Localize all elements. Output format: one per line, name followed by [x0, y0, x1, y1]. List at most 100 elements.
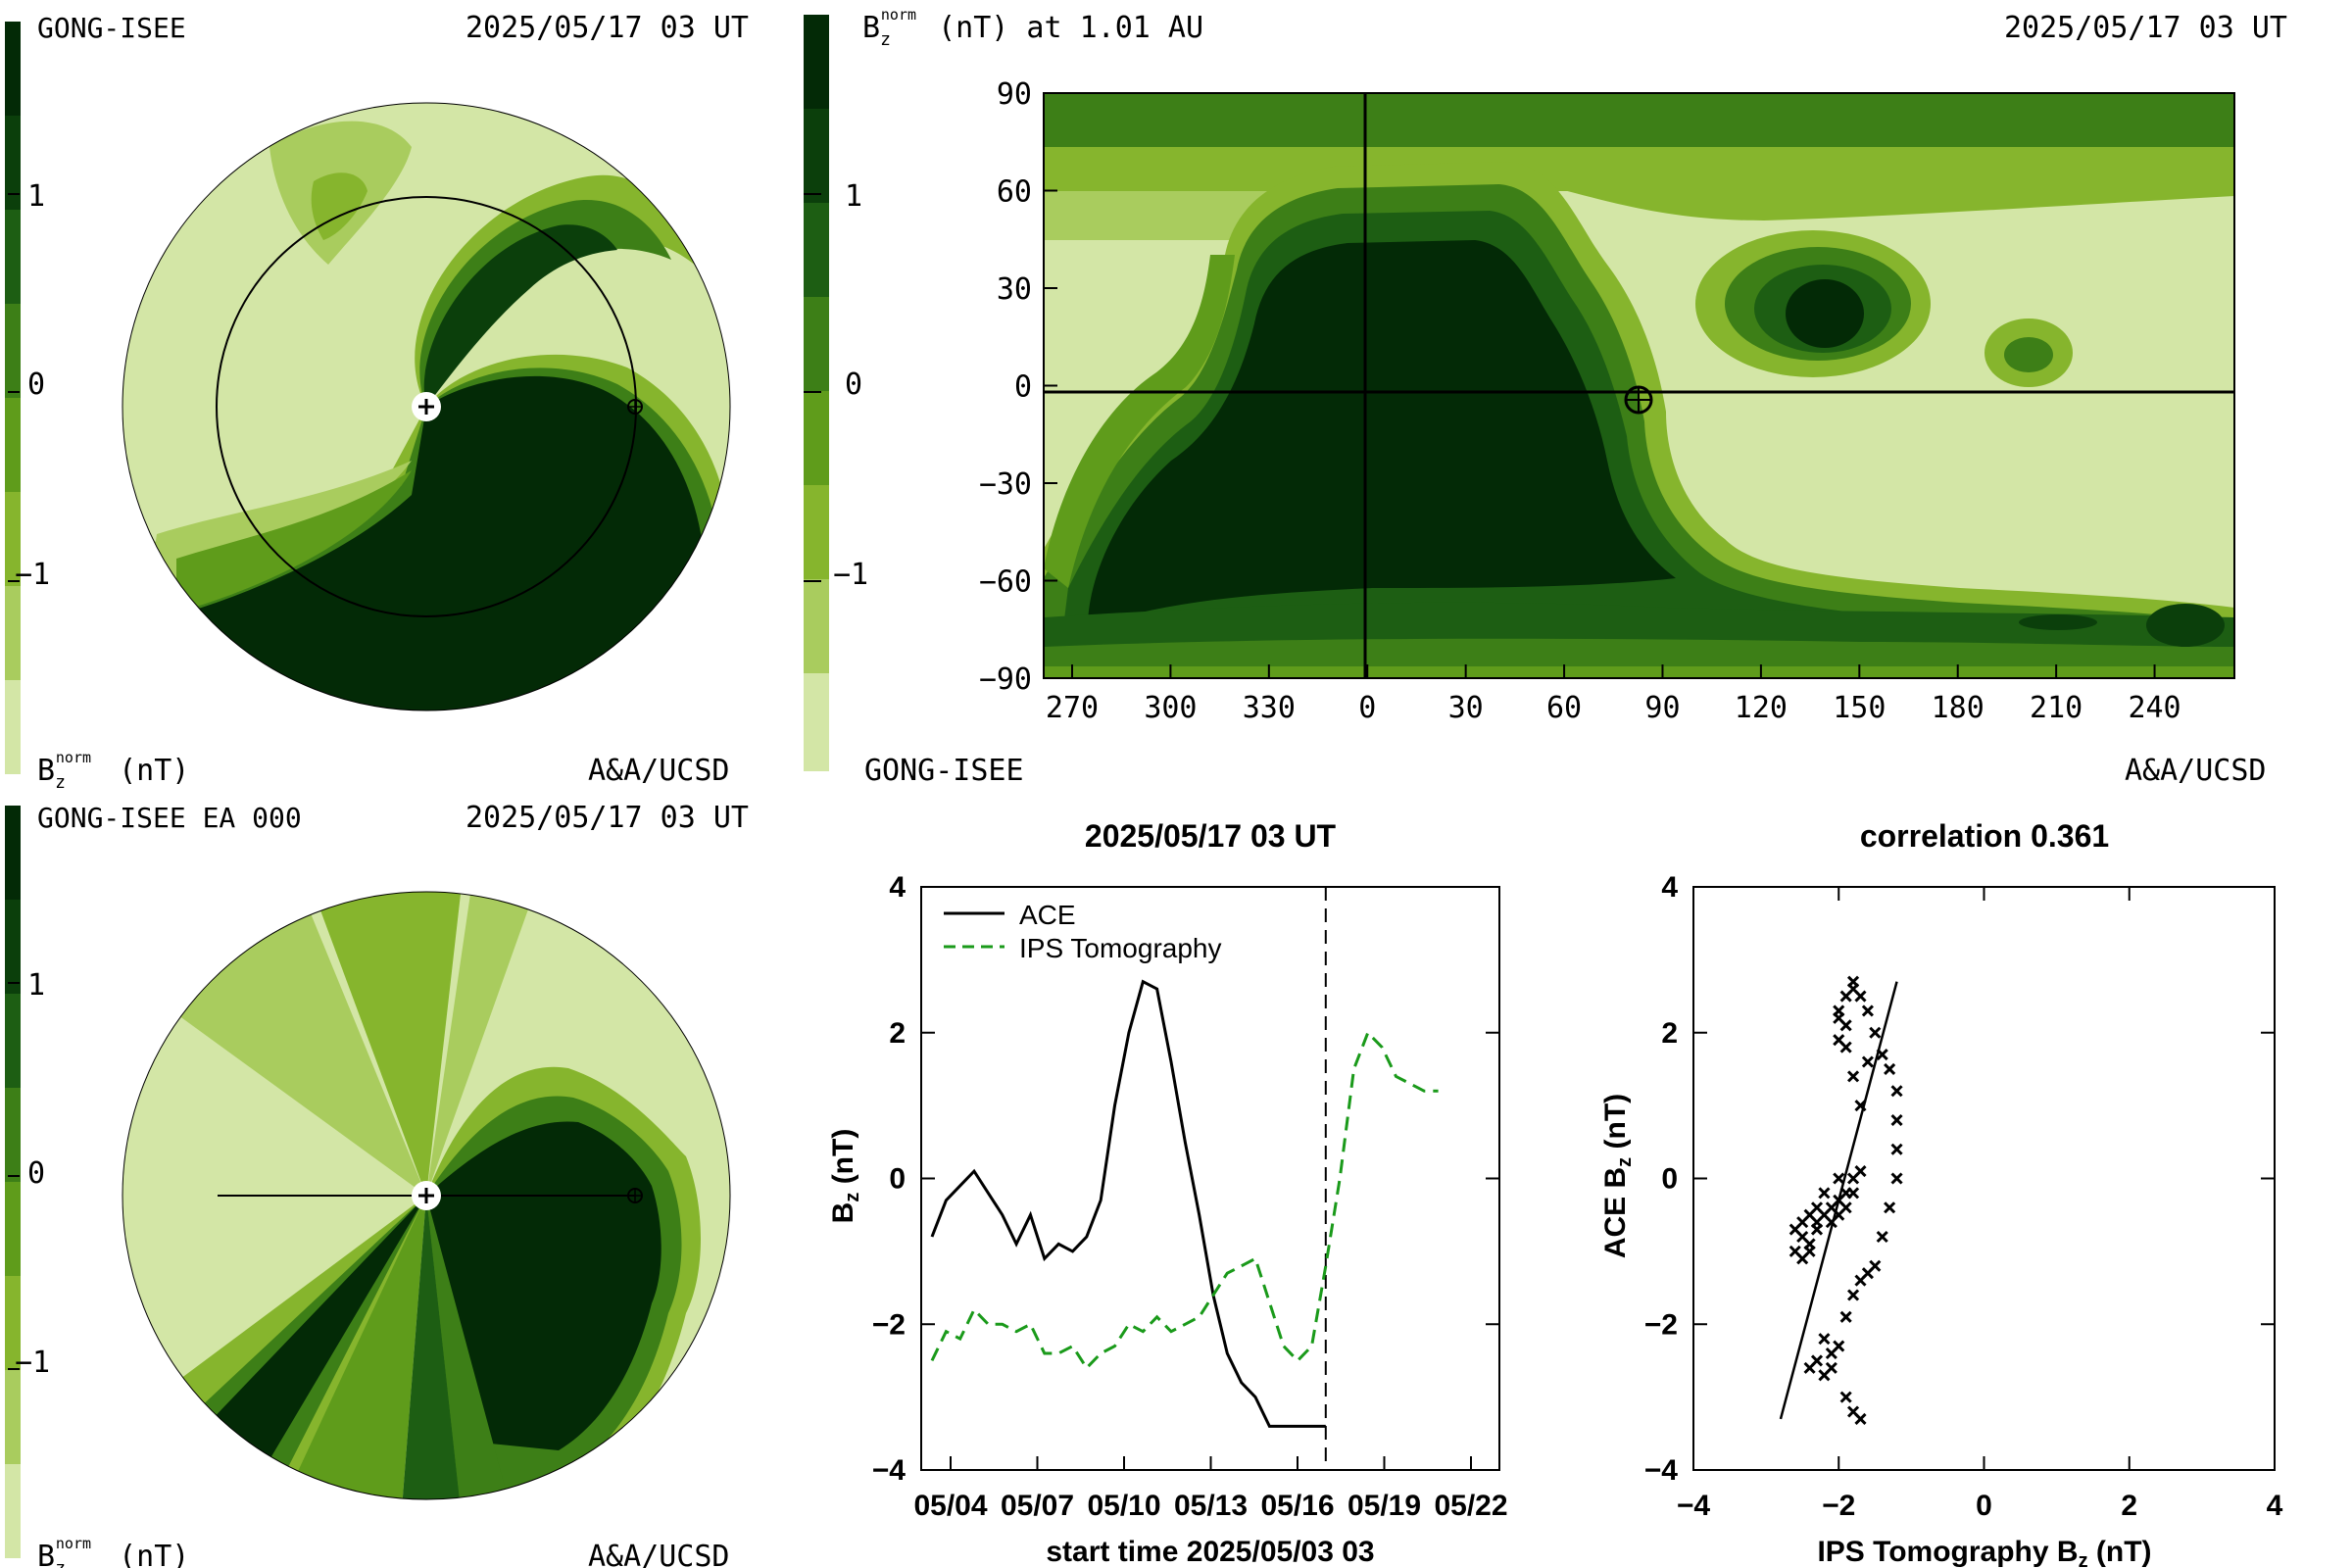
- polar-boundary: [122, 891, 731, 1500]
- series-line-ace: [930, 979, 1326, 1428]
- scatter-point: [1839, 1019, 1852, 1032]
- plot-frame: [920, 886, 1500, 1471]
- scatter-point: [1833, 1172, 1845, 1185]
- chart-title: correlation 0.361: [1860, 818, 2109, 854]
- legend-label-ace: ACE: [1019, 900, 1076, 930]
- scatter-point: [1869, 1026, 1882, 1039]
- map-title: Bznorm (nT) at 1.01 AU: [862, 6, 1203, 50]
- scatter-point: [1854, 1165, 1867, 1178]
- earth-icon: [627, 399, 643, 415]
- colorbar-top-left: [5, 22, 21, 774]
- colorbar-map: [804, 15, 829, 771]
- colorbar-tick-label: 0: [845, 368, 862, 402]
- x-tick-label: 30: [1448, 691, 1484, 725]
- polar-boundary: [122, 102, 731, 711]
- x-tick-label: 0: [1358, 691, 1376, 725]
- x-tick-label: 05/07: [1001, 1490, 1074, 1522]
- x-tick-label: 240: [2128, 691, 2180, 725]
- scatter-point: [1876, 1049, 1888, 1061]
- x-tick-label: 90: [1644, 691, 1680, 725]
- scatter-point: [1884, 1062, 1896, 1075]
- panel-top-right-map: 1 0 −1 Bznorm (nT) at 1.01 AU 2025/05/17…: [804, 6, 2287, 788]
- x-tick-label: 60: [1546, 691, 1582, 725]
- scatter-point: [1796, 1216, 1809, 1229]
- sun-icon: [412, 1181, 441, 1210]
- x-tick-label: 330: [1243, 691, 1296, 725]
- scatter-point: [1847, 1070, 1860, 1083]
- timeseries-chart: 2025/05/17 03 UT 4 2 0 −2 −405/04 05/07 05/10 0…: [827, 818, 1508, 1568]
- scatter-point: [1854, 1274, 1867, 1287]
- colorbar-tick-label: 1: [27, 179, 45, 214]
- x-axis-label: IPS Tomography Bz (nT): [1817, 1536, 2151, 1568]
- credit-label: A&A/UCSD: [588, 1540, 730, 1568]
- legend-label-ips: IPS Tomography: [1019, 933, 1222, 963]
- x-tick-label: 150: [1833, 691, 1886, 725]
- x-tick-label: 05/22: [1434, 1490, 1507, 1522]
- scatter-point: [1810, 1223, 1824, 1236]
- scatter-point: [1890, 1143, 1903, 1155]
- polar-map-top-left: [122, 103, 730, 710]
- earth-icon: [627, 1188, 643, 1203]
- x-tick-label: 0: [1976, 1490, 1992, 1522]
- y-tick-label: −90: [979, 662, 1032, 697]
- x-tick-label: −2: [1822, 1490, 1855, 1522]
- colorbar-tick-label: −1: [15, 1346, 50, 1380]
- x-tick-label: −4: [1677, 1490, 1711, 1522]
- y-tick-label: 4: [1661, 871, 1678, 904]
- correlation-scatter: correlation 0.361 4 2 0 −2 −4−4 −2 0 2 4 ACE Bz …: [1599, 818, 2283, 1568]
- y-tick-label: −30: [979, 467, 1032, 502]
- scatter-point: [1839, 1391, 1852, 1403]
- y-axis-label: Bz (nT): [827, 1129, 863, 1224]
- x-tick-label: 180: [1932, 691, 1984, 725]
- y-tick-label: −4: [872, 1454, 906, 1487]
- x-tick-label: 05/13: [1174, 1490, 1248, 1522]
- plot-frame: [1692, 886, 2276, 1471]
- scatter-point: [1876, 1230, 1888, 1244]
- y-tick-label: −4: [1644, 1454, 1679, 1487]
- sun-icon: [412, 392, 441, 421]
- axis-ticks: 4 2 0 −2 −4−4 −2 0 2 4: [1644, 871, 2283, 1522]
- panel-top-left: GONG-ISEE 2025/05/17 03 UT 1 0 −1: [5, 11, 749, 793]
- x-tick-label: 270: [1046, 691, 1099, 725]
- y-axis-label: ACE Bz (nT): [1599, 1094, 1636, 1258]
- scatter-point: [1839, 1201, 1852, 1214]
- y-tick-label: 90: [997, 77, 1032, 112]
- colorbar-tick-label: 1: [845, 179, 862, 214]
- y-tick-label: 0: [1661, 1163, 1678, 1196]
- scatter-point: [1847, 975, 1860, 988]
- source-label: GONG-ISEE: [864, 754, 1024, 788]
- scatter-point: [1847, 1289, 1860, 1301]
- y-tick-label: −60: [979, 565, 1032, 600]
- x-tick-label: 4: [2267, 1490, 2283, 1522]
- scatter-point: [1839, 1310, 1852, 1323]
- colorbar-unit-label: Bznorm (nT): [37, 1535, 189, 1568]
- x-tick-label: 210: [2030, 691, 2082, 725]
- y-tick-label: 0: [889, 1163, 906, 1196]
- x-tick-label: 120: [1735, 691, 1788, 725]
- scatter-point: [1818, 1333, 1831, 1346]
- y-tick-label: 60: [997, 175, 1032, 210]
- scatter-point: [1803, 1361, 1816, 1374]
- scatter-point: [1854, 1412, 1867, 1425]
- x-axis-label: start time 2025/05/03 03: [1046, 1536, 1374, 1568]
- scatter-point: [1890, 1085, 1903, 1098]
- scatter-point: [1825, 1347, 1838, 1360]
- scatter-point: [1890, 1172, 1903, 1185]
- scatter-point: [1854, 1100, 1867, 1112]
- x-tick-label: 05/04: [913, 1490, 987, 1522]
- date-label: 2025/05/17 03 UT: [2004, 11, 2287, 45]
- scatter-points: [1779, 975, 1903, 1425]
- colorbar-tick-label: 1: [27, 968, 45, 1003]
- colorbar-tick-label: −1: [833, 558, 868, 592]
- x-tick-label: 05/19: [1348, 1490, 1421, 1522]
- polar-map-bottom-left: [122, 892, 730, 1499]
- lat-lon-map: [1044, 93, 2234, 678]
- scatter-point: [1884, 1201, 1896, 1214]
- colorbar-unit-label: Bznorm (nT): [37, 749, 189, 793]
- scatter-point: [1854, 990, 1867, 1003]
- scatter-point: [1803, 1245, 1816, 1257]
- date-label: 2025/05/17 03 UT: [466, 801, 749, 835]
- chart-title: 2025/05/17 03 UT: [1085, 818, 1337, 854]
- colorbar-bottom-left: [5, 806, 21, 1558]
